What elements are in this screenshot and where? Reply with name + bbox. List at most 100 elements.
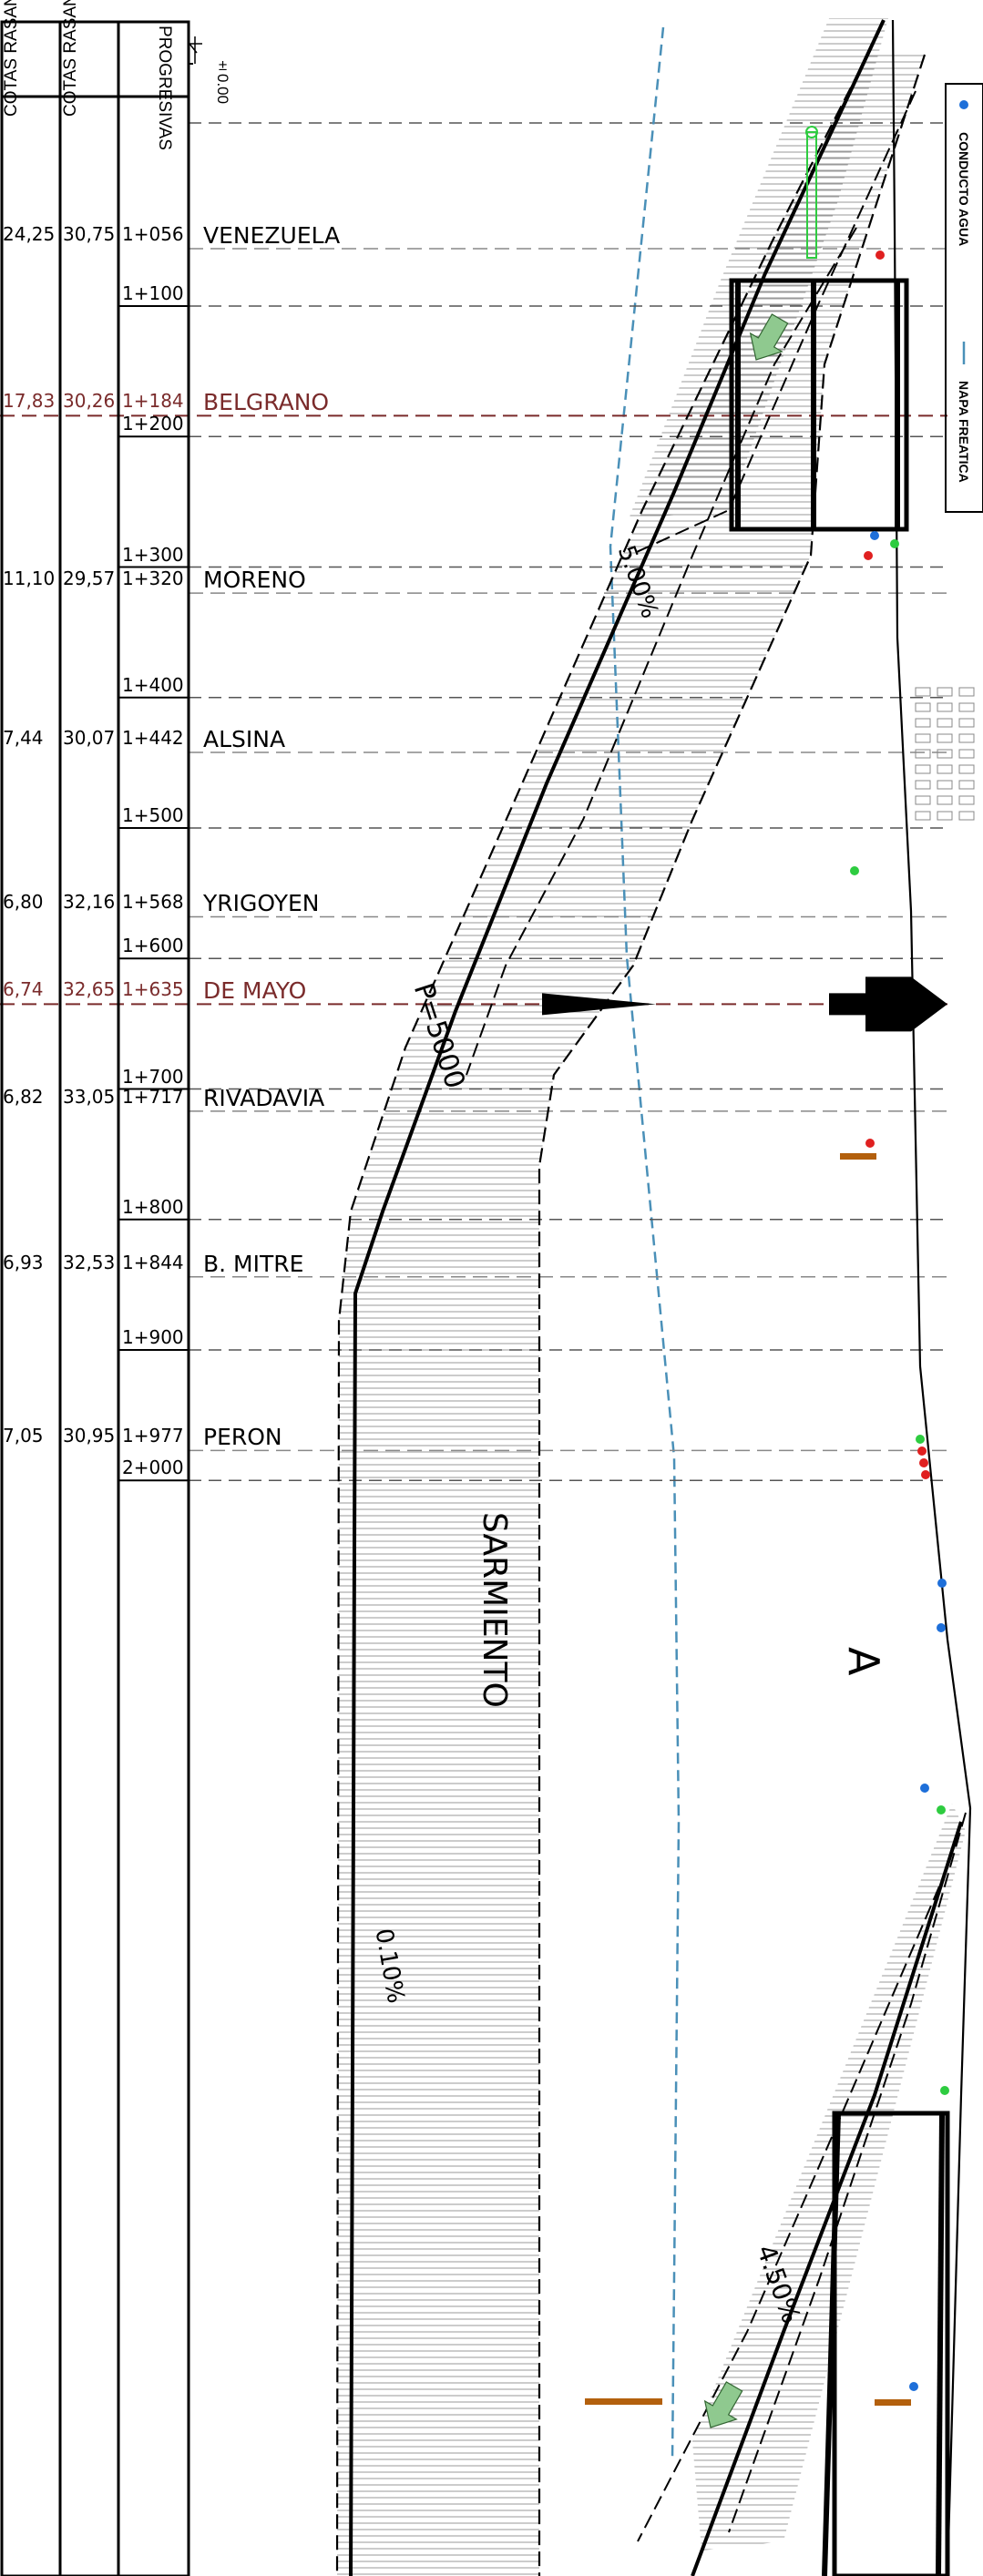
building-grid-cell xyxy=(915,702,931,712)
station-name: BELGRANO xyxy=(203,389,330,416)
building-grid-cell xyxy=(915,811,931,821)
chainage-label: 1+300 xyxy=(122,543,184,566)
header-cotas-superficie: COTAS RASANTE SUPERFICIE xyxy=(61,0,117,117)
chainage-label: 1+500 xyxy=(122,804,184,827)
building-grid-cell xyxy=(958,749,975,759)
cota-proyecto: 7,05 xyxy=(3,1425,44,1447)
building-grid-cell xyxy=(958,733,975,743)
chainage-label: 1+400 xyxy=(122,673,184,696)
utility-dot xyxy=(917,1446,927,1456)
chainage-label: 2+000 xyxy=(122,1457,184,1479)
station-name: ALSINA xyxy=(203,725,286,752)
section-label: A xyxy=(839,1647,888,1676)
utility-dot xyxy=(865,1139,875,1148)
utility-dot xyxy=(864,551,873,560)
building-grid-cell xyxy=(958,811,975,821)
cota-proyecto: 11,10 xyxy=(3,567,56,590)
pipe-end xyxy=(805,126,818,138)
section-wedge xyxy=(542,993,656,1016)
building-grid-cell xyxy=(937,811,953,821)
street-label: SARMIENTO xyxy=(476,1512,513,1708)
water-pipe xyxy=(806,131,817,259)
utility-markers xyxy=(585,126,949,2406)
building-grid-cell xyxy=(915,764,931,774)
building-grid-cell xyxy=(958,780,975,790)
building-grid-cell xyxy=(915,795,931,805)
progresiva-label: 1+844 xyxy=(122,1251,184,1273)
building-grid-cell xyxy=(915,749,931,759)
progresiva-label: 1+320 xyxy=(122,567,184,590)
cota-proyecto: 6,80 xyxy=(3,891,44,914)
grade-line xyxy=(349,19,886,2576)
station-column xyxy=(936,2112,945,2576)
inner-dash xyxy=(466,227,857,1076)
progresiva-label: 1+442 xyxy=(122,726,184,749)
utility-dot xyxy=(920,1784,929,1793)
station-box-bottom xyxy=(832,2111,950,2576)
legend-water-dot xyxy=(959,100,968,109)
chainage-label: 1+900 xyxy=(122,1326,184,1349)
building-grid-cell xyxy=(937,764,953,774)
building-grid-cell xyxy=(915,780,931,790)
progresiva-label: 1+568 xyxy=(122,891,184,914)
header-cotas-proyecto: COTAS RASANTE PROYECTO xyxy=(2,0,57,117)
cota-superficie: 30,26 xyxy=(63,390,116,413)
cota-proyecto: 6,82 xyxy=(3,1085,44,1108)
station-name: YRIGOYEN xyxy=(203,890,320,917)
station-box-top xyxy=(729,278,909,532)
datum-symbol xyxy=(189,36,202,64)
header-progresivas: PROGRESIVAS xyxy=(155,26,174,150)
utility-dot xyxy=(921,1470,930,1479)
building-grid-cell xyxy=(937,718,953,728)
building-grid-cell xyxy=(937,687,953,697)
utility-dot xyxy=(937,1623,946,1632)
chainage-label: 1+800 xyxy=(122,1195,184,1218)
chainage-label: 1+700 xyxy=(122,1065,184,1088)
legend-napa-label: NAPA FREATICA xyxy=(957,381,971,483)
cota-superficie: 32,16 xyxy=(63,891,116,914)
utility-pipe xyxy=(585,2398,662,2405)
building-grid-cell xyxy=(915,687,931,697)
section-marker xyxy=(829,976,947,1032)
utility-dot xyxy=(937,1579,947,1588)
utility-dot xyxy=(875,250,885,260)
utility-dot xyxy=(870,531,879,540)
building-grid-cell xyxy=(937,795,953,805)
table-frame xyxy=(0,20,190,2576)
building-grid-cell xyxy=(937,733,953,743)
access-arrow-bottom xyxy=(703,2381,743,2428)
tunnel-hatch xyxy=(337,18,966,2575)
ramp-bottom-dash xyxy=(728,1812,967,2533)
legend-box xyxy=(945,83,983,513)
progresiva-label: 1+184 xyxy=(122,390,184,413)
utility-dot xyxy=(890,539,899,548)
ramp-bottom-grade xyxy=(691,1821,963,2576)
building-grid-cell xyxy=(958,795,975,805)
building-grid-cell xyxy=(958,702,975,712)
building-grid-cell xyxy=(958,718,975,728)
cota-superficie: 30,75 xyxy=(63,223,116,245)
progresiva-label: 1+717 xyxy=(122,1085,184,1108)
cota-superficie: 32,53 xyxy=(63,1251,116,1273)
building-grid-cell xyxy=(958,687,975,697)
station-name: DE MAYO xyxy=(203,977,307,1005)
station-name: VENEZUELA xyxy=(203,222,341,249)
building-grid-cell xyxy=(937,702,953,712)
cota-superficie: 33,05 xyxy=(63,1085,116,1108)
utility-dot xyxy=(937,1805,946,1814)
napa-line xyxy=(609,26,681,2460)
building-grid-cell xyxy=(915,733,931,743)
tunnel-outline-bottom xyxy=(538,54,927,2576)
progresiva-label: 1+056 xyxy=(122,223,184,245)
utility-dot xyxy=(940,2086,949,2095)
tunnel-outline-top xyxy=(335,49,871,2576)
station-name: PERON xyxy=(203,1424,282,1451)
datum-label: ±0.00 xyxy=(214,56,231,105)
cota-superficie: 32,65 xyxy=(63,978,116,1001)
utility-pipe xyxy=(875,2399,911,2406)
utility-dot xyxy=(909,2382,918,2391)
legend-water-label: CONDUCTO AGUA xyxy=(957,132,971,247)
building-grid-cell xyxy=(958,764,975,774)
station-name: RIVADAVIA xyxy=(203,1084,325,1111)
building-grid-cell xyxy=(915,718,931,728)
